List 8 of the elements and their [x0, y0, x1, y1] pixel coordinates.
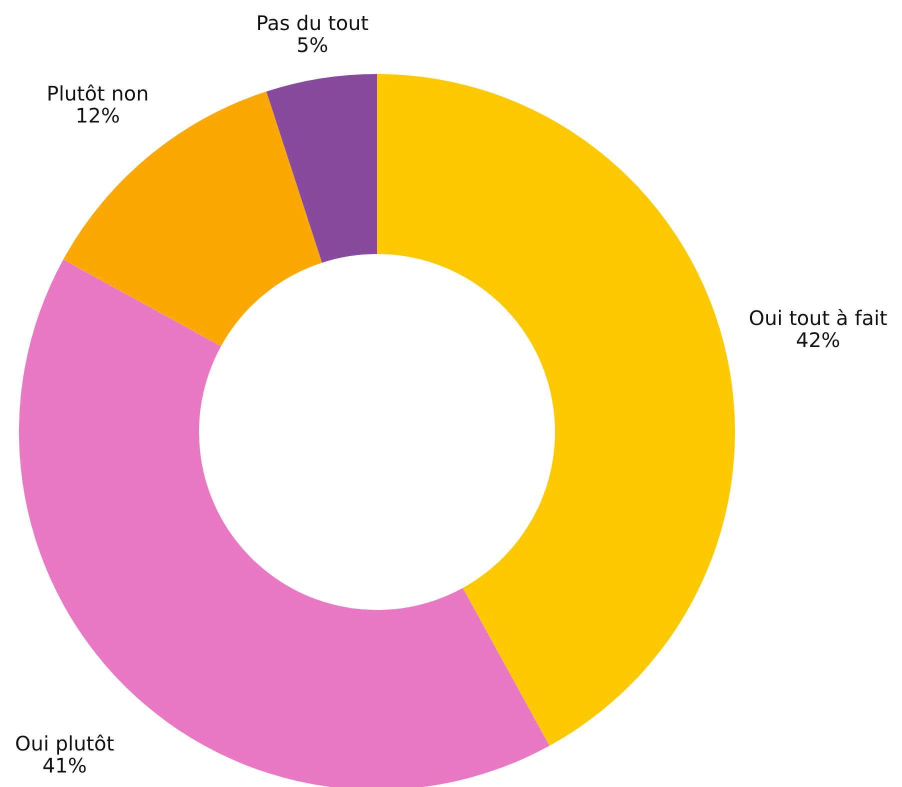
slice-label: Oui tout à fait	[748, 306, 888, 330]
slice-label: Oui plutôt	[15, 731, 114, 756]
slice-label: Plutôt non	[46, 81, 149, 106]
slice-label: Pas du tout	[256, 10, 369, 35]
donut-slice	[266, 74, 377, 263]
data-label: 12%	[75, 103, 120, 128]
data-label: 5%	[296, 32, 328, 57]
data-label: 42%	[796, 328, 840, 352]
